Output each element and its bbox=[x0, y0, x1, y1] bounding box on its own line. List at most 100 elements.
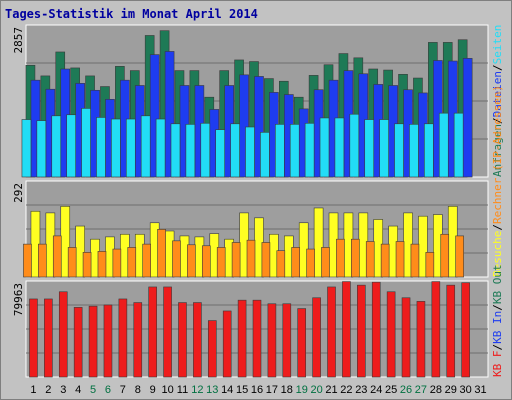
bar-kb-f-day-20 bbox=[312, 297, 321, 378]
bar-rechner-ip-adressen--day-20 bbox=[306, 248, 315, 278]
bar-rechner-ip-adressen--day-28 bbox=[425, 252, 435, 278]
bar-rechner-ip-adressen--day-9 bbox=[142, 243, 151, 278]
legend-item-2-2: / bbox=[491, 224, 504, 231]
bar-kb-f-day-22 bbox=[342, 281, 351, 378]
bar-rechner-ip-adressen--day-10 bbox=[157, 229, 166, 278]
x-tick-label-day-21: 21 bbox=[325, 384, 337, 396]
bar-seiten-day-29 bbox=[438, 112, 449, 178]
x-tick-label-day-15: 15 bbox=[236, 384, 248, 396]
bar-kb-f-day-17 bbox=[267, 303, 277, 378]
bar-rechner-ip-adressen--day-13 bbox=[201, 245, 211, 278]
legend-item-3-3: KB In bbox=[491, 311, 504, 344]
bar-seiten-day-14 bbox=[215, 129, 225, 178]
x-tick-label-day-5: 5 bbox=[90, 384, 96, 396]
bar-kb-f-day-30 bbox=[461, 282, 470, 378]
bar-kb-f-day-25 bbox=[386, 291, 396, 378]
bar-kb-f-day-26 bbox=[401, 297, 411, 378]
legend-item-3-1: KB F bbox=[491, 351, 504, 378]
bar-rechner-ip-adressen--day-17 bbox=[261, 242, 271, 278]
bar-rechner-ip-adressen--day-12 bbox=[187, 244, 196, 278]
bar-kb-f-day-16 bbox=[252, 299, 262, 378]
bar-kb-f-day-4 bbox=[73, 307, 83, 378]
legend-item-3-4: / bbox=[491, 304, 504, 311]
x-tick-label-day-7: 7 bbox=[120, 384, 126, 396]
legend-item-2-1: Besuche bbox=[491, 231, 504, 277]
legend-item-1-4: / bbox=[491, 64, 504, 71]
x-tick-label-day-20: 20 bbox=[310, 384, 322, 396]
legend-2: Besuche/Rechner (IP-Adressen) bbox=[491, 85, 504, 277]
legend-item-3-5: KB Out bbox=[491, 264, 504, 304]
bar-rechner-ip-adressen--day-14 bbox=[216, 247, 226, 278]
bar-seiten-day-11 bbox=[170, 123, 181, 178]
ymax-label-2: 292 bbox=[12, 183, 25, 203]
bar-rechner-ip-adressen--day-5 bbox=[82, 252, 92, 278]
legend-item-2-3: Rechner (IP-Adressen) bbox=[491, 85, 504, 224]
bar-dateien-day-30 bbox=[462, 58, 473, 178]
bar-seiten-day-4 bbox=[66, 114, 76, 178]
x-tick-label-day-30: 30 bbox=[460, 384, 472, 396]
x-tick-label-day-6: 6 bbox=[105, 384, 111, 396]
bar-rechner-ip-adressen--day-27 bbox=[410, 243, 420, 278]
bar-kb-f-day-8 bbox=[133, 302, 143, 378]
bar-kb-f-day-5 bbox=[88, 305, 98, 378]
bar-rechner-ip-adressen--day-29 bbox=[440, 233, 450, 278]
bar-kb-f-day-6 bbox=[103, 304, 113, 378]
legend-item-1-1: Anfragen bbox=[491, 124, 504, 177]
bar-seiten-day-28 bbox=[424, 123, 434, 178]
bar-seiten-day-23 bbox=[349, 113, 360, 178]
legend-item-1-5: Seiten bbox=[491, 25, 504, 65]
x-tick-label-day-19: 19 bbox=[296, 384, 308, 396]
bar-rechner-ip-adressen--day-3 bbox=[52, 235, 62, 278]
bar-seiten-day-12 bbox=[185, 124, 196, 178]
x-tick-label-day-26: 26 bbox=[400, 384, 412, 396]
bar-kb-f-day-19 bbox=[297, 308, 307, 378]
x-tick-label-day-18: 18 bbox=[281, 384, 293, 396]
bar-kb-f-day-29 bbox=[446, 284, 456, 378]
ymax-label-3: 79963 bbox=[12, 283, 25, 316]
bar-rechner-ip-adressen--day-15 bbox=[231, 242, 241, 278]
bar-kb-f-day-24 bbox=[371, 281, 381, 378]
bar-kb-f-day-10 bbox=[163, 286, 172, 378]
bar-seiten-day-24 bbox=[364, 119, 375, 178]
bar-rechner-ip-adressen--day-16 bbox=[246, 239, 256, 278]
x-tick-label-day-1: 1 bbox=[30, 384, 36, 396]
x-tick-label-day-31: 31 bbox=[474, 384, 486, 396]
x-tick-label-day-13: 13 bbox=[206, 384, 218, 396]
bar-rechner-ip-adressen--day-30 bbox=[455, 235, 464, 278]
bar-seiten-day-5 bbox=[81, 108, 91, 178]
legend-item-1-3: Dateien bbox=[491, 71, 504, 117]
bar-kb-f-day-18 bbox=[282, 303, 292, 378]
x-tick-label-day-11: 11 bbox=[177, 384, 188, 396]
bar-kb-f-day-28 bbox=[431, 281, 441, 378]
bar-kb-f-day-7 bbox=[118, 298, 128, 378]
bar-kb-f-day-27 bbox=[416, 301, 426, 378]
bar-seiten-day-15 bbox=[230, 123, 240, 178]
bar-rechner-ip-adressen--day-19 bbox=[291, 247, 301, 278]
bar-kb-f-day-2 bbox=[44, 298, 53, 378]
bar-kb-f-day-12 bbox=[193, 302, 202, 378]
bar-rechner-ip-adressen--day-6 bbox=[97, 251, 107, 278]
bar-rechner-ip-adressen--day-8 bbox=[127, 247, 137, 278]
bar-dateien-day-10 bbox=[164, 51, 175, 178]
bar-rechner-ip-adressen--day-26 bbox=[395, 241, 405, 278]
x-tick-label-day-9: 9 bbox=[150, 384, 156, 396]
bar-rechner-ip-adressen--day-22 bbox=[336, 238, 345, 278]
bar-kb-f-day-11 bbox=[178, 302, 187, 378]
bar-seiten-day-6 bbox=[96, 117, 106, 178]
bar-seiten-day-7 bbox=[111, 118, 121, 178]
bar-seiten-day-22 bbox=[334, 117, 345, 178]
bar-seiten-day-13 bbox=[200, 122, 211, 178]
bar-rechner-ip-adressen--day-11 bbox=[172, 240, 181, 278]
x-tick-label-day-8: 8 bbox=[135, 384, 141, 396]
legend-1: Anfragen/Dateien/Seiten bbox=[491, 25, 504, 177]
bar-kb-f-day-13 bbox=[207, 320, 217, 378]
bar-seiten-day-10 bbox=[155, 118, 166, 178]
bar-kb-f-day-14 bbox=[222, 310, 232, 378]
legend-item-1-2: / bbox=[491, 117, 504, 124]
bar-seiten-day-30 bbox=[453, 112, 464, 178]
bar-kb-f-day-23 bbox=[357, 284, 366, 378]
bar-seiten-day-16 bbox=[245, 126, 255, 178]
x-tick-label-day-25: 25 bbox=[385, 384, 397, 396]
x-tick-label-day-3: 3 bbox=[60, 384, 66, 396]
bar-rechner-ip-adressen--day-7 bbox=[112, 248, 122, 278]
